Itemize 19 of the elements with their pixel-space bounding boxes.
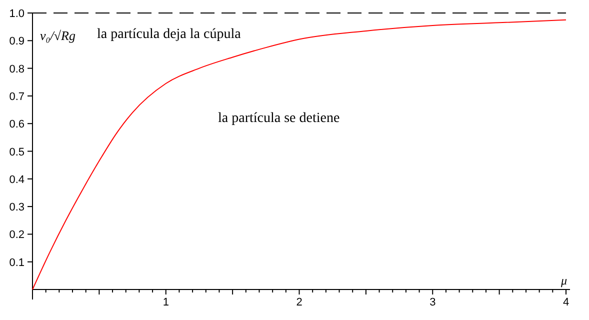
line-series xyxy=(32,19,566,290)
y-tick-label: 0.6 xyxy=(9,118,24,131)
y-tick-label: 0.5 xyxy=(9,146,24,158)
annotation: la partícula se detiene xyxy=(218,111,340,126)
y-tick-label: 0.4 xyxy=(9,174,24,186)
y-tick-label: 0.7 xyxy=(9,90,24,103)
y-tick-label: 0.1 xyxy=(9,256,24,269)
x-tick-label: 4 xyxy=(562,296,570,308)
y-axis-title: v₀/√Rg xyxy=(40,28,76,43)
y-tick-label: 0.9 xyxy=(9,36,24,48)
annotation: la partícula deja la cúpula xyxy=(97,27,242,42)
y-tick-label: 0.3 xyxy=(9,202,24,214)
y-tick-label: 0.8 xyxy=(9,63,24,76)
y-tick-label: 0.2 xyxy=(9,229,24,242)
x-tick-label: 3 xyxy=(430,296,436,308)
x-tick-label: 1 xyxy=(162,296,169,308)
x-tick-label: 2 xyxy=(296,296,302,308)
x-axis-title: μ xyxy=(560,274,568,288)
y-tick-label: 1.0 xyxy=(9,8,24,20)
